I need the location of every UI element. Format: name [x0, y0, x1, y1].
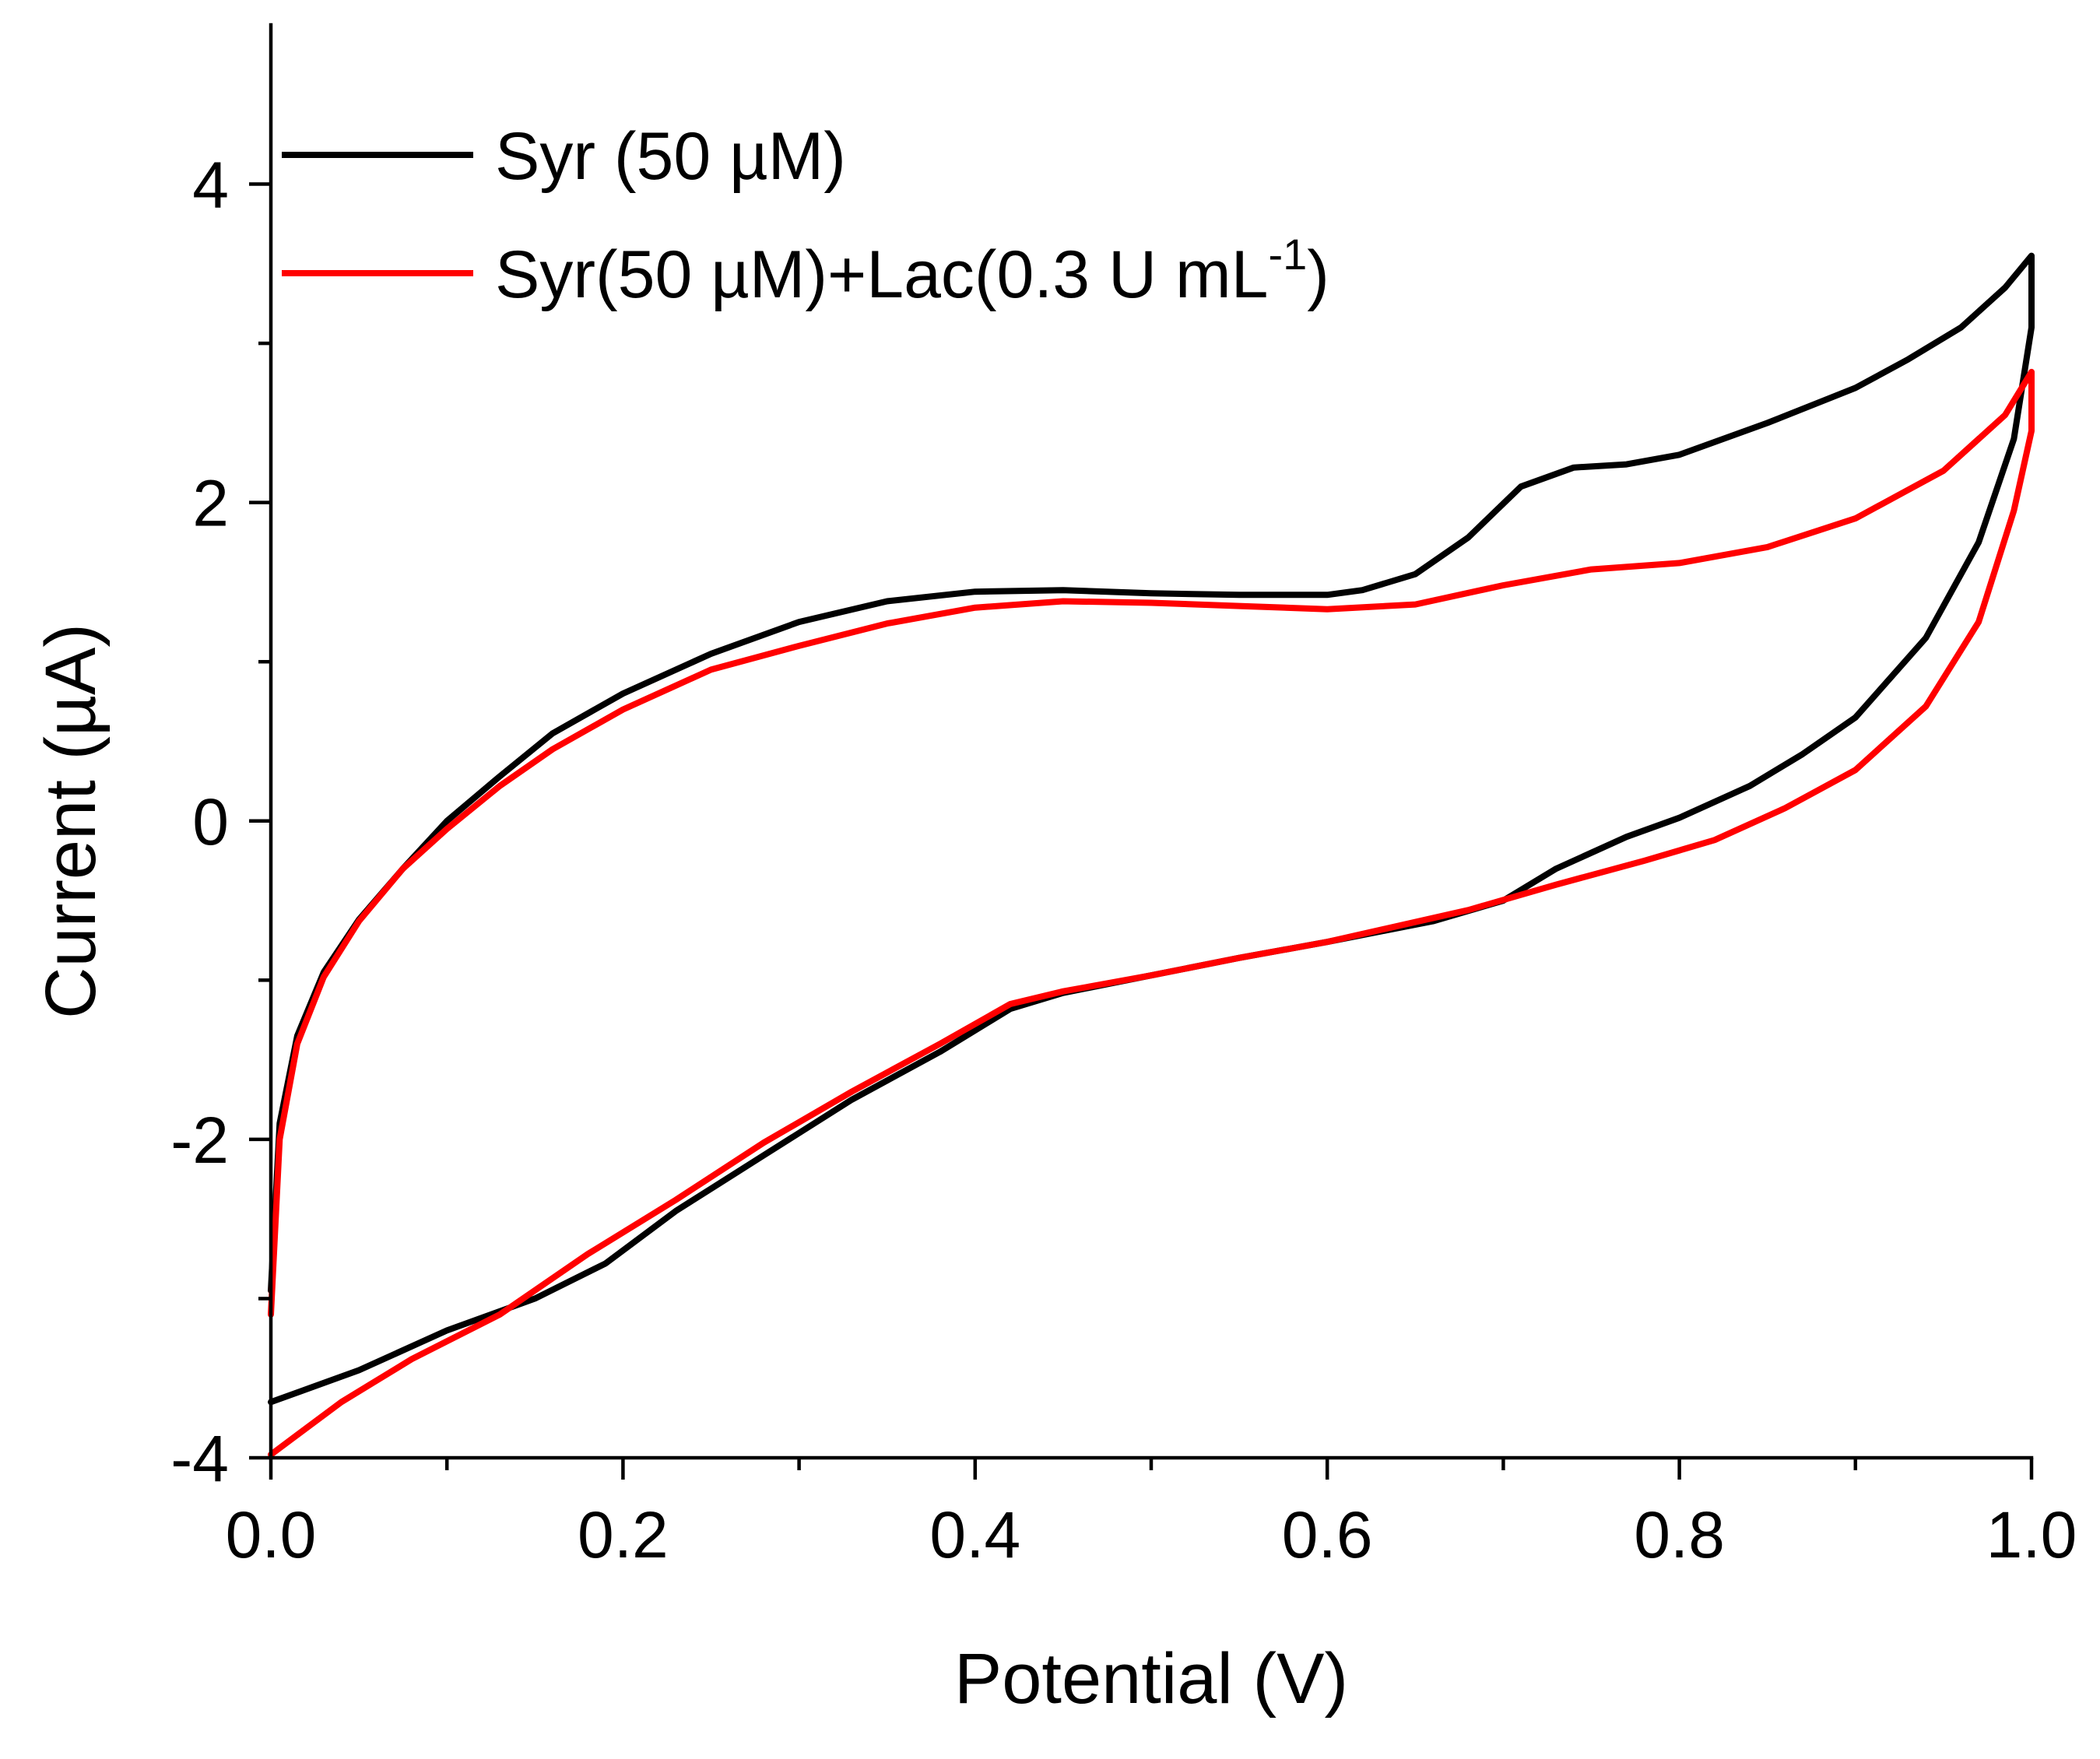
- legend-label-syr-lac-superscript: -1: [1268, 230, 1307, 279]
- legend: Syr (50 µM) Syr(50 µM)+Lac(0.3 U mL-1): [282, 119, 1329, 312]
- x-tick-label-4: 0.8: [1634, 1498, 1725, 1571]
- series-layer: [268, 252, 2035, 1458]
- legend-label-syr-lac-main: Syr(50 µM)+Lac(0.3 U mL: [495, 237, 1268, 312]
- y-tick-label-3: 2: [192, 467, 229, 540]
- y-tick-label-0: -4: [170, 1422, 229, 1495]
- x-tick-label-0: 0.0: [226, 1498, 317, 1571]
- x-axis-title: Potential (V): [954, 1639, 1348, 1719]
- x-tick-label-3: 0.6: [1282, 1498, 1373, 1571]
- legend-label-syr-lac: Syr(50 µM)+Lac(0.3 U mL-1): [495, 230, 1329, 312]
- x-tick-label-5: 1.0: [1986, 1498, 2077, 1571]
- legend-label-syr: Syr (50 µM): [495, 119, 846, 194]
- x-tick-label-2: 0.4: [929, 1498, 1020, 1571]
- y-axis-title: Current (µA): [31, 623, 111, 1019]
- series-line-0: [268, 252, 2035, 1406]
- y-tick-label-4: 4: [192, 149, 229, 222]
- legend-label-syr-lac-suffix: ): [1307, 237, 1329, 312]
- y-tick-label-2: 0: [192, 785, 229, 858]
- ticks-layer: 0.0 0.2 0.4 0.6 0.8 1.0 -4 -2 0 2 4: [170, 149, 2077, 1571]
- x-tick-label-1: 0.2: [578, 1498, 669, 1571]
- series-line-1: [268, 368, 2035, 1458]
- y-tick-label-1: -2: [170, 1104, 229, 1177]
